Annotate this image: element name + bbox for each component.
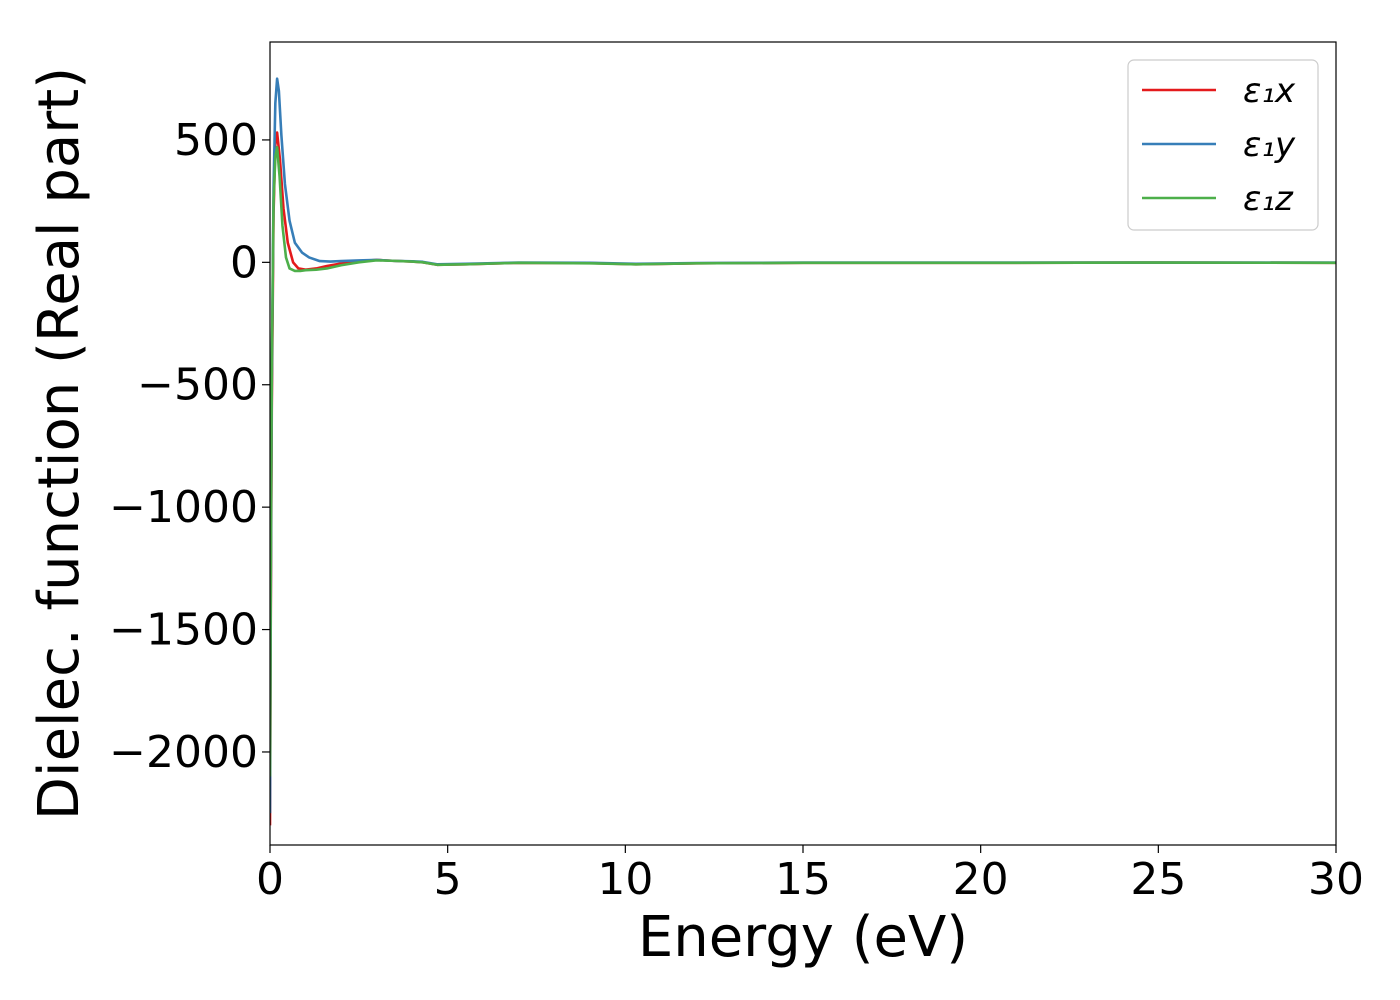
y-axis: 500 0 −500 −1000 −1500 −2000 bbox=[109, 115, 270, 778]
y-tick-label: −1000 bbox=[109, 482, 258, 533]
y-axis-title: Dielec. function (Real part) bbox=[27, 67, 92, 820]
y-tick-label: −500 bbox=[137, 360, 258, 411]
legend-label: ε₁z bbox=[1243, 179, 1294, 219]
legend: ε₁x ε₁y ε₁z bbox=[1127, 59, 1319, 231]
x-tick-label: 0 bbox=[256, 854, 284, 905]
x-tick-label: 10 bbox=[597, 854, 653, 905]
y-tick-label: 500 bbox=[174, 115, 258, 166]
y-tick-label: 0 bbox=[230, 237, 258, 288]
y-tick-label: −1500 bbox=[109, 605, 258, 656]
x-tick-label: 20 bbox=[953, 854, 1009, 905]
legend-box bbox=[1127, 59, 1319, 231]
x-axis-title: Energy (eV) bbox=[638, 905, 968, 970]
x-tick-label: 5 bbox=[434, 854, 462, 905]
y-tick-label: −2000 bbox=[109, 727, 258, 778]
x-tick-label: 15 bbox=[775, 854, 831, 905]
x-tick-label: 30 bbox=[1308, 854, 1364, 905]
legend-label: ε₁y bbox=[1243, 125, 1296, 165]
x-tick-label: 25 bbox=[1130, 854, 1186, 905]
series-layer bbox=[270, 77, 1336, 826]
series-line-3 bbox=[270, 145, 1336, 777]
x-axis: 0 5 10 15 20 25 30 bbox=[256, 845, 1364, 905]
legend-label: ε₁x bbox=[1243, 71, 1296, 111]
